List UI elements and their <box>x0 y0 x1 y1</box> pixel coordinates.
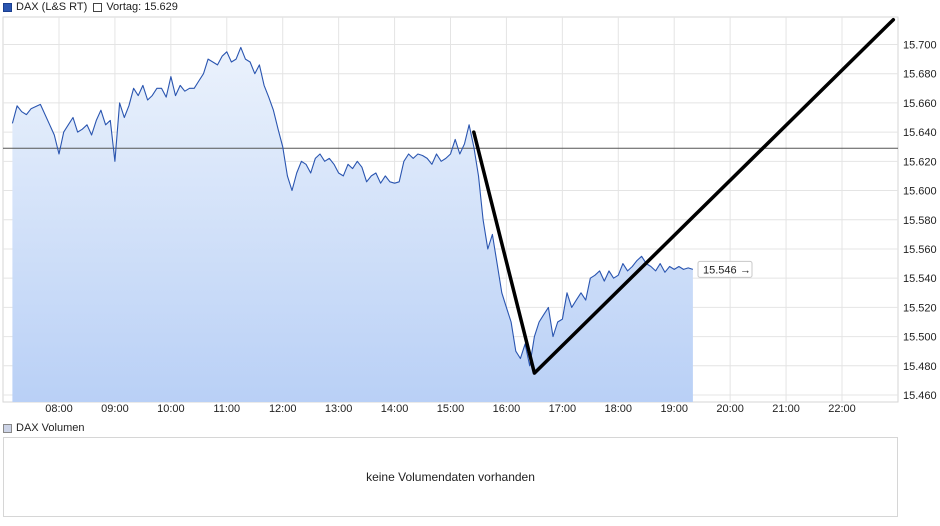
x-tick-label: 21:00 <box>772 403 800 415</box>
y-tick-label: 15.660 <box>903 98 937 110</box>
y-tick-label: 15.700 <box>903 40 937 52</box>
last-value-badge: 15.546 → <box>697 260 753 278</box>
y-tick-label: 15.680 <box>903 69 937 81</box>
legend-series[interactable]: DAX (L&S RT) <box>3 1 87 13</box>
x-tick-label: 14:00 <box>381 403 409 415</box>
y-tick-label: 15.540 <box>903 273 937 285</box>
legend-previous-close[interactable]: Vortag: 15.629 <box>93 1 178 13</box>
y-tick-label: 15.500 <box>903 332 937 344</box>
x-tick-label: 16:00 <box>493 403 521 415</box>
chart-legend: DAX (L&S RT) Vortag: 15.629 <box>3 0 178 14</box>
legend-series-label: DAX (L&S RT) <box>16 1 88 13</box>
price-line <box>11 46 694 367</box>
x-tick-label: 19:00 <box>660 403 688 415</box>
x-tick-label: 12:00 <box>269 403 297 415</box>
x-tick-label: 18:00 <box>605 403 633 415</box>
trend-annotation-line <box>472 17 896 375</box>
series-swatch-icon <box>3 2 12 12</box>
x-tick-label: 22:00 <box>828 403 856 415</box>
last-value-box <box>697 260 753 278</box>
x-tick-label: 08:00 <box>45 403 73 415</box>
y-tick-label: 15.600 <box>903 186 937 198</box>
y-tick-label: 15.640 <box>903 127 937 139</box>
price-chart[interactable]: 08:00 09:00 10:00 11:00 12:00 13:00 14:00 15:00… <box>0 0 940 420</box>
x-axis: 08:00 09:00 10:00 11:00 12:00 13:00 14:00 15:00… <box>45 403 856 415</box>
y-tick-label: 15.560 <box>903 244 937 256</box>
x-tick-label: 09:00 <box>101 403 129 415</box>
y-tick-label: 15.480 <box>903 361 937 373</box>
price-area <box>12 47 693 403</box>
volume-panel: keine Volumendaten vorhanden <box>3 437 898 517</box>
last-value-label: 15.546 <box>703 264 737 276</box>
price-line-layer <box>11 46 694 367</box>
x-tick-label: 17:00 <box>549 403 577 415</box>
trend-drawing-layer <box>472 17 896 375</box>
volume-label: DAX Volumen <box>16 422 85 434</box>
y-tick-label: 15.520 <box>903 302 937 314</box>
arrow-right-icon: → <box>740 264 751 276</box>
volume-legend[interactable]: DAX Volumen <box>3 421 84 435</box>
y-tick-label: 15.620 <box>903 156 937 168</box>
y-tick-label: 15.580 <box>903 215 937 227</box>
x-tick-label: 11:00 <box>213 403 240 415</box>
x-tick-label: 13:00 <box>325 403 353 415</box>
x-tick-label: 20:00 <box>716 403 744 415</box>
previous-close-swatch-icon <box>93 2 103 12</box>
x-tick-label: 15:00 <box>437 403 465 415</box>
price-area-layer <box>12 47 693 403</box>
y-tick-label: 15.460 <box>903 390 937 402</box>
y-axis: 15.460 15.480 15.500 15.520 15.540 15.560 15.5… <box>903 40 937 403</box>
volume-swatch-icon <box>3 423 12 433</box>
x-tick-label: 10:00 <box>157 403 185 415</box>
volume-empty-message: keine Volumendaten vorhanden <box>366 470 535 484</box>
legend-previous-close-label: Vortag: 15.629 <box>106 1 178 13</box>
